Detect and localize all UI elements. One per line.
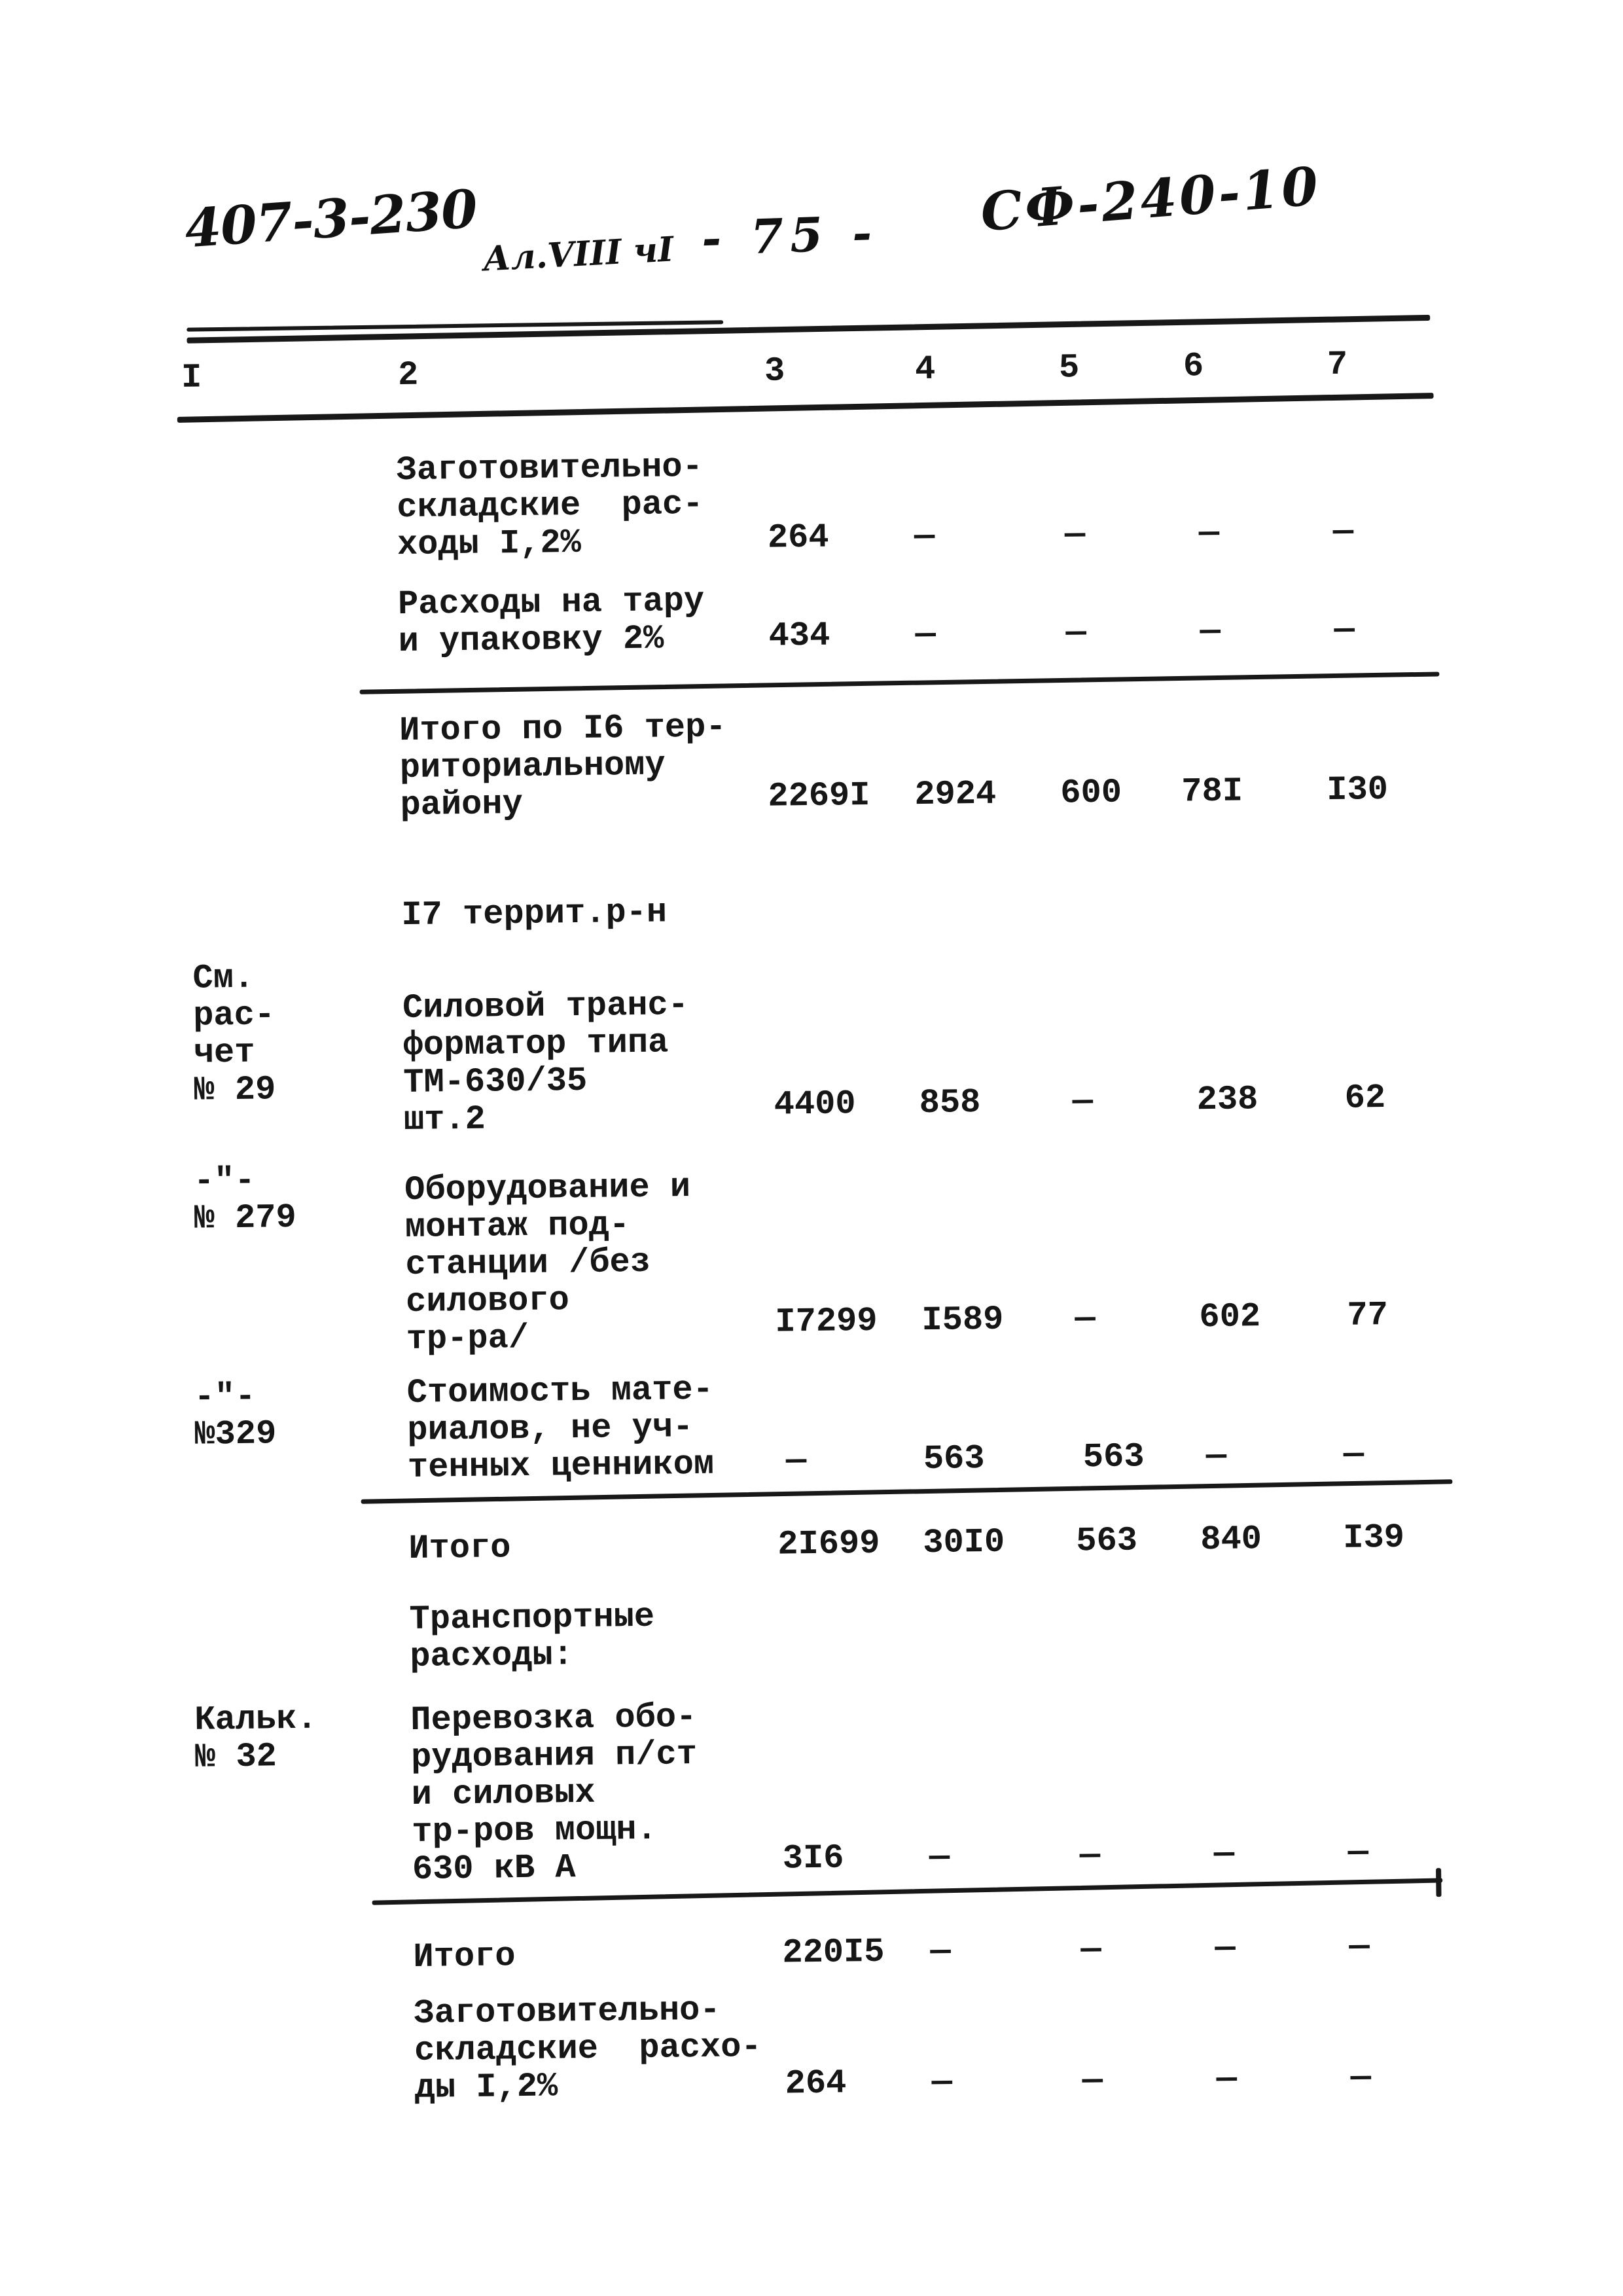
value-col7: 77 xyxy=(1347,1295,1389,1335)
separator-rule-3-end-tick xyxy=(1436,1868,1442,1897)
value-col6: — xyxy=(1198,513,1220,553)
table-row: Итого 2I699 30I0 563 840 I39 xyxy=(0,0,1609,1568)
row-ref: Кальк. № 32 xyxy=(194,1699,317,1777)
value-col4: 858 xyxy=(919,1083,981,1123)
value-col7: I30 xyxy=(1327,770,1389,810)
value-col6: — xyxy=(1205,1436,1227,1476)
value-col5: 563 xyxy=(1082,1437,1145,1477)
value-col4: — xyxy=(931,2062,953,2102)
value-col3: 264 xyxy=(767,518,829,558)
value-col3: 220I5 xyxy=(782,1932,885,1973)
value-col4: — xyxy=(930,1931,952,1971)
table-top-rule xyxy=(187,314,1431,344)
value-col7: — xyxy=(1347,1833,1369,1872)
value-col5: — xyxy=(1065,613,1087,653)
value-col6: 238 xyxy=(1196,1080,1258,1120)
separator-rule-1 xyxy=(359,672,1440,694)
table-row: I7 террит.р-н xyxy=(0,0,1609,935)
row-ref: -"- №329 xyxy=(194,1377,277,1454)
value-col7: — xyxy=(1350,2058,1372,2097)
value-col6: — xyxy=(1200,611,1221,651)
value-col5: 600 xyxy=(1060,773,1122,813)
value-col3: 2269I xyxy=(768,776,870,816)
value-col5: 563 xyxy=(1076,1521,1138,1561)
row-desc: Стоимость мате- риалов, не уч- тенных це… xyxy=(406,1370,715,1487)
value-col4: — xyxy=(914,516,935,556)
value-col4: 563 xyxy=(923,1439,985,1479)
value-col3: 4400 xyxy=(774,1085,856,1124)
table-row: -"- №329 Стоимость мате- риалов, не уч- … xyxy=(0,0,1609,1487)
row-desc: Силовой транс- форматор типа ТМ-630/35 ш… xyxy=(402,986,689,1140)
row-desc: Оборудование и монтаж под- станции /без … xyxy=(404,1168,691,1359)
value-col4: — xyxy=(929,1837,950,1876)
value-col5: — xyxy=(1075,1299,1096,1338)
row-desc: Заготовительно- складские рас- ходы I,2% xyxy=(396,447,704,565)
table-row: См. рас- чет № 29 Силовой транс- формато… xyxy=(0,0,1609,1139)
value-col4: I589 xyxy=(921,1300,1004,1340)
value-col7: — xyxy=(1334,610,1355,649)
value-col7: 62 xyxy=(1344,1079,1386,1118)
value-col5: — xyxy=(1072,1082,1094,1121)
header-underline-rule xyxy=(177,393,1434,423)
value-col4: 2924 xyxy=(914,774,997,815)
table-row: Итого 220I5 — — — — xyxy=(0,0,1609,1977)
value-col5: — xyxy=(1080,1930,1101,1969)
value-col6: — xyxy=(1216,2059,1238,2099)
row-desc: Итого по I6 тер- риториальному району xyxy=(399,708,726,825)
table-row: Транспортные расходы: xyxy=(0,0,1609,1676)
table-row: -"- № 279 Оборудование и монтаж под- ста… xyxy=(0,0,1609,1359)
value-col3: 3I6 xyxy=(782,1839,844,1878)
column-header-7: 7 xyxy=(1327,345,1348,384)
table-row: Итого по I6 тер- риториальному району 22… xyxy=(0,0,1609,825)
value-col4: — xyxy=(915,615,936,655)
column-header-5: 5 xyxy=(1058,348,1080,387)
value-col7: — xyxy=(1332,512,1354,551)
column-header-6: 6 xyxy=(1183,347,1204,386)
value-col6: 78I xyxy=(1181,772,1243,812)
row-ref: См. рас- чет № 29 xyxy=(192,958,276,1110)
table-row: Заготовительно- складские расхо- ды I,2%… xyxy=(0,0,1609,2108)
value-col5: — xyxy=(1064,515,1086,554)
value-col5: — xyxy=(1079,1836,1101,1875)
value-col3: I7299 xyxy=(775,1301,878,1342)
value-col6: — xyxy=(1213,1834,1235,1874)
row-desc: Транспортные расходы: xyxy=(409,1597,655,1676)
column-header-row: I 2 3 4 5 6 7 xyxy=(0,0,1609,397)
value-col6: 602 xyxy=(1199,1297,1261,1337)
column-header-4: 4 xyxy=(914,350,936,389)
column-header-2: 2 xyxy=(397,355,419,395)
value-col4: 30I0 xyxy=(923,1522,1005,1563)
row-desc: I7 террит.р-н xyxy=(401,893,668,935)
row-desc: Расходы на тару и упаковку 2% xyxy=(397,581,705,662)
value-col3: 2I699 xyxy=(777,1524,880,1564)
column-header-3: 3 xyxy=(764,351,785,391)
value-col3: — xyxy=(785,1441,807,1480)
value-col3: 434 xyxy=(768,616,830,656)
table-row: Расходы на тару и упаковку 2% 434 — — — … xyxy=(0,0,1609,661)
value-col6: — xyxy=(1215,1928,1236,1968)
row-ref: -"- № 279 xyxy=(193,1161,297,1238)
row-desc: Итого xyxy=(408,1528,511,1568)
table-row: Кальк. № 32 Перевозка обо- рудования п/с… xyxy=(0,0,1609,1889)
value-col7: I39 xyxy=(1343,1518,1405,1558)
table-row: Заготовительно- складские рас- ходы I,2%… xyxy=(0,0,1609,564)
row-desc: Итого xyxy=(413,1937,516,1977)
value-col6: 840 xyxy=(1200,1520,1262,1560)
value-col7: — xyxy=(1343,1435,1364,1474)
row-desc: Перевозка обо- рудования п/ст и силовых … xyxy=(410,1698,698,1889)
value-col3: 264 xyxy=(785,2064,847,2104)
value-col7: — xyxy=(1349,1927,1370,1966)
row-desc: Заготовительно- складские расхо- ды I,2% xyxy=(414,1990,762,2108)
value-col5: — xyxy=(1082,2061,1103,2100)
column-header-1: I xyxy=(181,358,202,397)
